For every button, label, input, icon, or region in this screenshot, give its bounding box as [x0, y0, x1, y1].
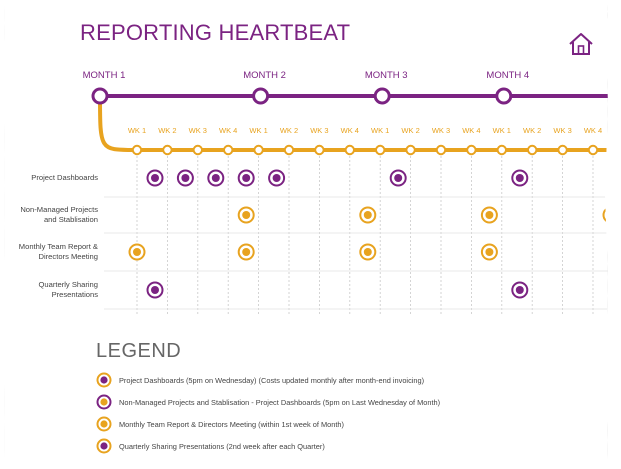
legend-item: Monthly Team Report & Directors Meeting … — [96, 415, 344, 433]
week-node — [405, 144, 416, 156]
week-label: WK 2 — [523, 126, 542, 135]
week-label: WK 1 — [249, 126, 268, 135]
week-label: WK 2 — [279, 126, 299, 135]
month-node — [373, 87, 391, 105]
week-label: WK 3 — [431, 126, 451, 135]
legend-title: LEGEND — [96, 340, 182, 362]
week-label: WK 3 — [310, 126, 329, 135]
week-node — [496, 144, 507, 156]
event-marker — [602, 206, 608, 224]
week-label: WK 4 — [219, 126, 238, 135]
week-node — [466, 144, 477, 156]
legend-item: Quarterly Sharing Presentations (2nd wee… — [96, 437, 325, 455]
event-marker-dot — [485, 211, 494, 219]
event-marker-dot — [272, 174, 281, 182]
month-label: MONTH 4 — [486, 70, 530, 81]
month-node — [91, 87, 109, 105]
week-label: WK 4 — [462, 126, 481, 135]
event-marker-dot — [515, 174, 524, 182]
week-node — [587, 144, 599, 156]
week-node — [435, 144, 447, 156]
event-marker-dot — [394, 174, 403, 182]
event-marker-dot — [181, 174, 190, 182]
week-label: WK 1 — [371, 126, 390, 135]
week-node — [131, 144, 143, 156]
event-marker-dot — [607, 211, 608, 219]
week-label: WK 1 — [127, 126, 147, 135]
week-node — [527, 144, 538, 156]
week-label: WK 1 — [492, 126, 511, 135]
week-label: WK 2 — [401, 126, 420, 135]
legend-label: Non-Managed Projects and Stablisation - … — [119, 397, 441, 407]
event-marker-dot — [242, 174, 251, 182]
week-node — [314, 144, 325, 156]
week-node — [192, 144, 204, 156]
event-marker-dot — [211, 174, 220, 182]
legend-label: Project Dashboards (5pm on Wednesday) (C… — [119, 375, 425, 385]
event-marker-dot — [363, 211, 372, 219]
week-node — [283, 144, 295, 156]
event-marker-dot — [515, 286, 524, 294]
event-marker-dot — [133, 248, 141, 256]
week-label: WK 3 — [553, 126, 572, 135]
event-marker-dot — [151, 286, 159, 294]
week-line — [98, 95, 608, 152]
event-marker-dot — [242, 248, 251, 256]
legend-label: Monthly Team Report & Directors Meeting … — [119, 419, 344, 429]
month-node — [495, 87, 513, 105]
legend-marker-icon — [96, 438, 112, 454]
week-node — [375, 144, 386, 156]
row-label: Monthly Team Report & Directors Meeting — [18, 242, 98, 261]
diagram-frame: REPORTING HEARTBEAT MONTH 1 MONTH 2 MONTH … — [4, 4, 608, 459]
week-label: WK 2 — [158, 126, 177, 135]
home-icon[interactable] — [567, 32, 595, 56]
week-label: WK 4 — [340, 126, 359, 135]
week-node — [253, 144, 264, 156]
event-marker-dot — [363, 248, 372, 256]
week-node — [162, 144, 173, 156]
event-marker-dot — [242, 211, 251, 219]
legend-item: Non-Managed Projects and Stablisation - … — [96, 393, 440, 411]
legend-label: Quarterly Sharing Presentations (2nd wee… — [119, 441, 325, 451]
month-label: MONTH 1 — [82, 70, 126, 81]
event-marker-dot — [151, 174, 159, 182]
month-label: MONTH 2 — [243, 70, 286, 81]
week-node — [557, 144, 568, 156]
week-label: WK 4 — [583, 126, 603, 135]
row-label: Non-Managed Projects and Stablisation — [20, 205, 98, 224]
week-label: WK 3 — [188, 126, 207, 135]
row-label: Quarterly Sharing Presentations — [38, 280, 98, 299]
month-label: MONTH 3 — [364, 70, 408, 81]
legend-item: Project Dashboards (5pm on Wednesday) (C… — [96, 371, 424, 389]
legend-marker-icon — [96, 372, 112, 388]
week-node — [344, 144, 355, 156]
row-label: Project Dashboards — [31, 173, 98, 183]
page-title: REPORTING HEARTBEAT — [80, 20, 351, 45]
month-node — [252, 87, 270, 105]
legend-marker-icon — [96, 394, 112, 410]
event-marker-dot — [485, 248, 494, 256]
legend-marker-icon — [96, 416, 112, 432]
week-node — [223, 144, 234, 156]
